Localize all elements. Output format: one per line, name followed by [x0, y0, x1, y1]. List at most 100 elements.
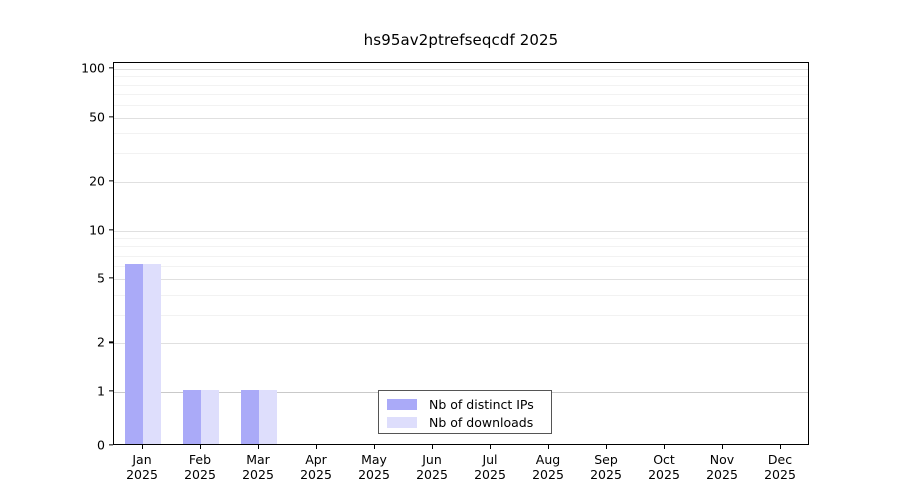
- bar-group: [763, 63, 799, 444]
- gridline-minor: [114, 76, 808, 78]
- gridline-minor: [114, 237, 808, 239]
- x-axis-tick-month: Jul: [482, 452, 498, 467]
- x-axis-tick-year: 2025: [184, 467, 216, 482]
- y-axis-tick-label: 10: [89, 222, 105, 237]
- legend-item-distinct-ips: Nb of distinct IPs: [387, 396, 543, 412]
- x-axis-tick-month: Feb: [188, 452, 212, 467]
- bar-distinct-ips: [183, 390, 201, 444]
- legend-label-downloads: Nb of downloads: [429, 414, 534, 430]
- plot-area: [113, 62, 809, 445]
- x-axis-tick-month: Dec: [767, 452, 793, 467]
- gridline-minor: [114, 314, 808, 316]
- x-axis-tick-year: 2025: [358, 467, 390, 482]
- x-axis-tick-label: Apr 2025: [281, 452, 351, 482]
- gridline-minor: [114, 84, 808, 86]
- x-axis-tick-month: Nov: [709, 452, 735, 467]
- x-axis-tick-mark: [200, 445, 202, 449]
- x-axis-tick-mark: [664, 445, 666, 449]
- x-axis-tick-label: Sep 2025: [571, 452, 641, 482]
- bar-group: [183, 63, 219, 444]
- gridline-major: [114, 343, 808, 345]
- gridline-major: [114, 181, 808, 183]
- x-axis-tick-mark: [548, 445, 550, 449]
- bar-downloads: [259, 390, 277, 444]
- x-axis-tick-mark: [258, 445, 260, 449]
- gridline-major: [114, 69, 808, 70]
- bars-layer: [114, 63, 808, 444]
- x-axis-tick-mark: [374, 445, 376, 449]
- x-axis-tick-year: 2025: [474, 467, 506, 482]
- x-axis-tick-year: 2025: [532, 467, 564, 482]
- bar-group: [589, 63, 625, 444]
- bar-group: [647, 63, 683, 444]
- x-axis-tick-month: Mar: [246, 452, 270, 467]
- gridline-minor: [114, 294, 808, 296]
- x-axis-tick-mark: [142, 445, 144, 449]
- x-axis-tick-year: 2025: [126, 467, 158, 482]
- x-axis-tick-year: 2025: [764, 467, 796, 482]
- legend-label-distinct-ips: Nb of distinct IPs: [429, 396, 534, 412]
- gridline-minor: [114, 255, 808, 257]
- x-axis-tick-mark: [316, 445, 318, 449]
- gridline-minor: [114, 246, 808, 248]
- bar-distinct-ips: [241, 390, 259, 444]
- x-axis-tick-year: 2025: [706, 467, 738, 482]
- bar-downloads: [143, 264, 161, 444]
- x-axis-tick-label: Nov 2025: [687, 452, 757, 482]
- gridline-minor: [114, 94, 808, 96]
- y-axis-tick-label: 100: [81, 60, 105, 76]
- x-axis-tick-label: Jul 2025: [455, 452, 525, 482]
- legend-swatch-distinct-ips: [387, 398, 417, 410]
- gridline-major: [114, 230, 808, 232]
- bar-group: [473, 63, 509, 444]
- x-axis-tick-mark: [722, 445, 724, 449]
- y-axis-tick-mark: [109, 228, 113, 231]
- y-axis-tick-mark: [109, 67, 113, 69]
- y-axis-tick-mark: [109, 341, 113, 344]
- y-axis-tick-label: 2: [97, 334, 105, 350]
- x-axis-tick-label: Jan 2025: [107, 452, 177, 482]
- x-axis-tick-mark: [780, 445, 782, 449]
- bar-group: [357, 63, 393, 444]
- legend-item-downloads: Nb of downloads: [387, 414, 543, 430]
- x-axis-tick-month: Oct: [653, 452, 675, 467]
- gridline-major: [114, 279, 808, 281]
- bar-group: [705, 63, 741, 444]
- x-axis-tick-month: Jun: [422, 452, 442, 467]
- x-axis-tick-label: Aug 2025: [513, 452, 583, 482]
- legend-swatch-downloads: [387, 416, 417, 428]
- x-axis-tick-month: May: [361, 452, 387, 467]
- x-axis-tick-label: Oct 2025: [629, 452, 699, 482]
- gridline-minor: [114, 266, 808, 268]
- chart-title: hs95av2ptrefseqcdf 2025: [363, 31, 559, 49]
- x-axis-tick-label: Mar 2025: [223, 452, 293, 482]
- gridline-major: [114, 117, 808, 119]
- y-axis-tick-label: 20: [89, 173, 105, 189]
- bar-group: [531, 63, 567, 444]
- x-axis-tick-label: Dec 2025: [745, 452, 815, 482]
- y-axis-tick-mark: [109, 277, 113, 279]
- bar-distinct-ips: [125, 264, 143, 444]
- y-axis-tick-label: 50: [89, 109, 105, 125]
- x-axis-tick-mark: [606, 445, 608, 449]
- x-axis-tick-mark: [490, 445, 492, 449]
- bar-group: [415, 63, 451, 444]
- gridline-minor: [114, 133, 808, 135]
- x-axis-tick-label: Jun 2025: [397, 452, 467, 482]
- bar-group: [241, 63, 277, 444]
- x-axis-tick-year: 2025: [648, 467, 680, 482]
- y-axis-tick-label: 1: [97, 383, 105, 399]
- y-axis-tick-mark: [109, 390, 113, 392]
- x-axis-tick-year: 2025: [416, 467, 448, 482]
- y-axis-tick-mark: [109, 115, 113, 118]
- bar-group: [299, 63, 335, 444]
- y-axis-tick-label: 5: [97, 270, 105, 286]
- x-axis-tick-year: 2025: [242, 467, 274, 482]
- x-axis-tick-label: Feb 2025: [165, 452, 235, 482]
- x-axis-tick-label: May 2025: [339, 452, 409, 482]
- x-axis-tick-month: Aug: [535, 452, 561, 467]
- bar-downloads: [201, 390, 219, 444]
- y-axis-tick-label: 0: [97, 437, 105, 453]
- x-axis-tick-month: Jan: [132, 452, 152, 467]
